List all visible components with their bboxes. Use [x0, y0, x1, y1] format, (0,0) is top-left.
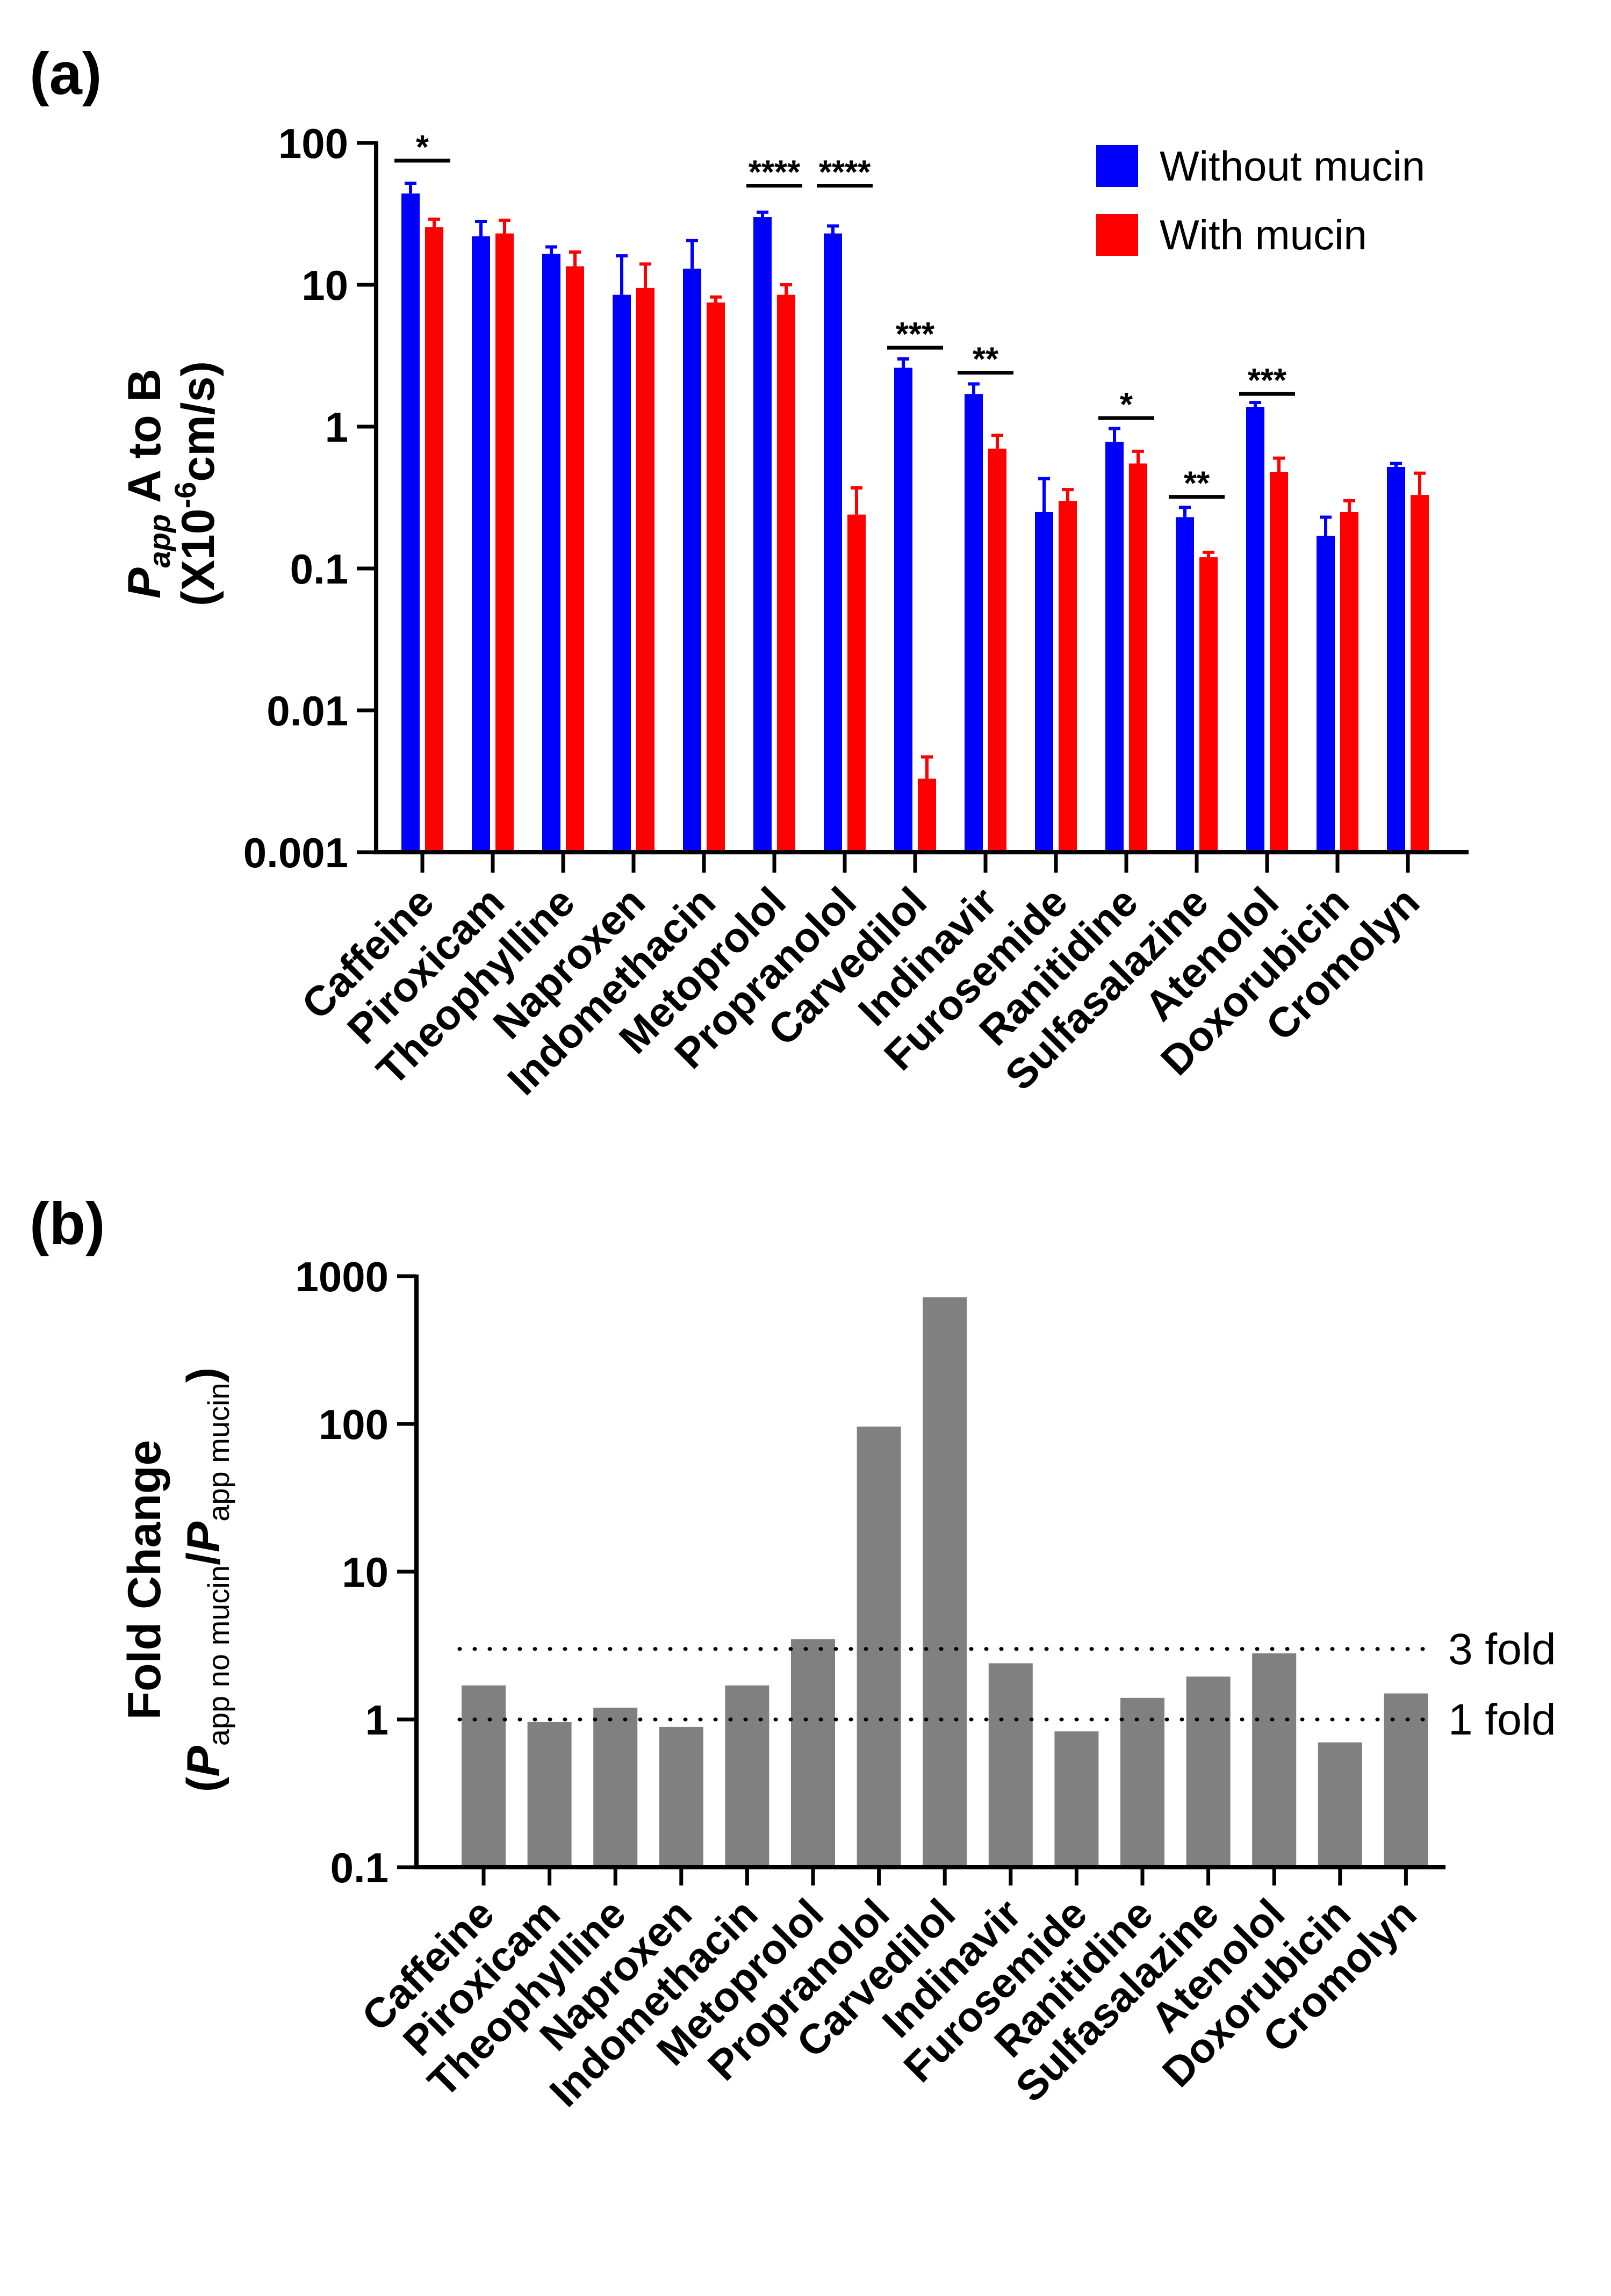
a-legend: Without mucin With mucin	[1096, 142, 1425, 258]
fold-bar-metoprolol	[791, 1639, 835, 1867]
b-y-axis-title: Fold Change (Papp no mucin/Papp mucin)	[119, 1367, 235, 1793]
bar-with-mucin-sulfasalazine	[1199, 557, 1218, 852]
sig-stars-propranolol: ****	[819, 154, 871, 191]
b-reference-lines: 3 fold 1 fold	[457, 1625, 1556, 1744]
bar-with-mucin-ranitidine	[1129, 463, 1147, 852]
bar-without-mucin-indinavir	[965, 394, 983, 852]
chart-b: 3 fold 1 fold 0.1 1 10 100 1000 CaffeinePirox…	[119, 1253, 1556, 2116]
bar-without-mucin-cromolyn	[1387, 466, 1405, 852]
bar-without-mucin-furosemide	[1035, 512, 1053, 852]
ref-label-3-fold: 3 fold	[1448, 1625, 1556, 1674]
bar-without-mucin-atenolol	[1246, 407, 1264, 852]
fold-bar-propranolol	[857, 1426, 901, 1867]
fold-bar-carvedilol	[923, 1297, 967, 1867]
panel-b-label: (b)	[30, 1191, 105, 1257]
fold-bar-cromolyn	[1384, 1693, 1428, 1867]
fold-bar-ranitidine	[1120, 1697, 1164, 1867]
b-y-tick-label-1: 1	[365, 1696, 389, 1744]
bar-without-mucin-propranolol	[824, 233, 842, 852]
b-y-axis-title-line2: (Papp no mucin/Papp mucin)	[178, 1367, 235, 1793]
sig-stars-sulfasalazine: **	[1184, 465, 1210, 502]
bar-without-mucin-caffeine	[401, 193, 420, 853]
legend-swatch-without-mucin	[1096, 145, 1138, 187]
fold-bar-piroxicam	[527, 1722, 572, 1867]
b-category-labels: CaffeinePiroxicamTheophyllineNaproxenInd…	[353, 1890, 1425, 2116]
fold-bar-indinavir	[988, 1663, 1033, 1867]
bar-without-mucin-ranitidine	[1105, 442, 1124, 852]
ref-label-1-fold: 1 fold	[1448, 1695, 1556, 1744]
bar-without-mucin-naproxen	[613, 294, 631, 852]
a-y-axis-title-line1: Papp A to B	[119, 369, 176, 599]
bar-with-mucin-piroxicam	[495, 233, 514, 852]
b-y-tick-label-10: 10	[342, 1549, 389, 1596]
a-error-bars	[405, 181, 1426, 779]
a-category-labels: CaffeinePiroxicamTheophyllineNaproxenInd…	[292, 878, 1428, 1104]
bar-with-mucin-doxorubicin	[1340, 512, 1358, 852]
bar-without-mucin-sulfasalazine	[1176, 517, 1194, 852]
a-bars	[401, 193, 1429, 853]
sig-stars-indinavir: **	[973, 341, 999, 378]
a-y-tick-labels: 0.001 0.01 0.1 1 10 100	[243, 120, 348, 876]
bar-with-mucin-indomethacin	[707, 302, 725, 852]
a-y-tick-label-0-1: 0.1	[290, 545, 348, 593]
panel-a-label: (a)	[30, 41, 102, 107]
legend-swatch-with-mucin	[1096, 214, 1138, 256]
sig-stars-metoprolol: ****	[749, 154, 801, 191]
b-y-tick-label-1000: 1000	[295, 1253, 389, 1300]
a-y-axis-title-line2: (X10-6cm/s)	[168, 361, 224, 606]
bar-without-mucin-piroxicam	[472, 236, 490, 853]
bar-with-mucin-caffeine	[425, 227, 443, 853]
bar-with-mucin-atenolol	[1270, 472, 1288, 852]
bar-with-mucin-naproxen	[636, 287, 655, 852]
bar-without-mucin-metoprolol	[753, 217, 772, 852]
sig-stars-ranitidine: *	[1120, 386, 1133, 423]
a-y-tick-label-1: 1	[325, 404, 348, 451]
bar-with-mucin-cromolyn	[1411, 495, 1429, 852]
fold-bar-indomethacin	[725, 1685, 769, 1867]
legend-label-without-mucin: Without mucin	[1160, 142, 1425, 190]
bar-with-mucin-metoprolol	[777, 294, 795, 852]
a-y-tick-label-0-001: 0.001	[243, 829, 348, 876]
b-y-tick-label-100: 100	[319, 1401, 389, 1448]
a-y-tick-label-10: 10	[301, 262, 348, 309]
sig-stars-caffeine: *	[416, 129, 429, 166]
fold-bar-atenolol	[1252, 1653, 1297, 1867]
b-axes	[397, 1274, 1445, 1885]
b-y-axis-title-line1: Fold Change	[119, 1440, 170, 1720]
chart-a: ***** *************** 0.0010.010.1110100 …	[119, 120, 1469, 1104]
b-y-tick-label-0-1: 0.1	[330, 1844, 389, 1891]
fold-bar-theophylline	[593, 1708, 638, 1867]
bar-with-mucin-furosemide	[1059, 501, 1077, 852]
fold-bar-caffeine	[462, 1685, 506, 1867]
bar-with-mucin-carvedilol	[918, 779, 936, 852]
fold-bar-furosemide	[1054, 1731, 1099, 1867]
bar-with-mucin-indinavir	[988, 448, 1006, 852]
sig-stars-carvedilol: ***	[896, 316, 935, 353]
a-y-axis-title: Papp A to B (X10-6cm/s)	[119, 361, 224, 606]
bar-without-mucin-indomethacin	[683, 268, 701, 852]
b-y-tick-labels: 0.1 1 10 100 1000	[295, 1253, 389, 1891]
sig-stars-atenolol: ***	[1248, 362, 1287, 399]
a-significance-marks: ***** ***************	[394, 129, 1295, 502]
fold-bar-sulfasalazine	[1186, 1676, 1231, 1867]
a-y-tick-label-100: 100	[278, 120, 348, 167]
bar-with-mucin-propranolol	[847, 514, 866, 852]
bar-with-mucin-theophylline	[566, 266, 584, 852]
b-bars	[462, 1297, 1428, 1867]
fold-bar-naproxen	[659, 1726, 703, 1867]
legend-label-with-mucin: With mucin	[1160, 211, 1367, 258]
bar-without-mucin-doxorubicin	[1317, 536, 1335, 852]
a-y-tick-label-0-01: 0.01	[267, 687, 348, 735]
bar-without-mucin-carvedilol	[894, 368, 912, 852]
a-axes	[357, 141, 1469, 873]
bar-without-mucin-theophylline	[542, 254, 560, 852]
fold-bar-doxorubicin	[1318, 1742, 1362, 1867]
